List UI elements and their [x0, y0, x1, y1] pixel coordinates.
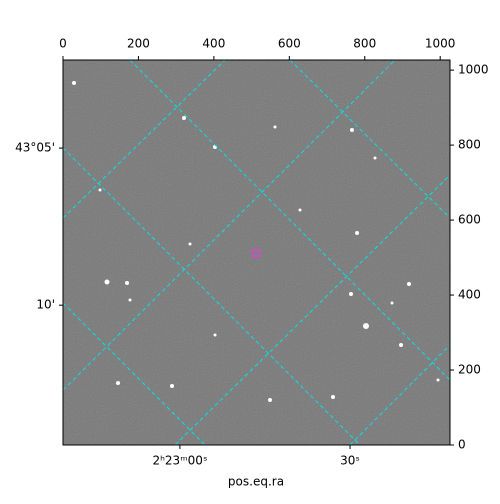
x-tick-label: 200 — [127, 37, 150, 51]
x-tick-label: 600 — [278, 37, 301, 51]
x-tick-label: 0 — [59, 37, 67, 51]
image — [63, 60, 450, 445]
target-marker — [251, 248, 261, 258]
x-tick-label: 1000 — [425, 37, 456, 51]
y-tick-label: 800 — [458, 138, 481, 152]
x-tick-label: 400 — [202, 37, 225, 51]
ra-tick-label: 30ˢ — [340, 454, 360, 468]
y-tick-label: 600 — [458, 213, 481, 227]
x-axis-label: pos.eq.ra — [228, 475, 284, 489]
axes-frame — [62, 59, 451, 446]
dec-tick-label: 43°05' — [15, 141, 55, 155]
y-tick-label: 0 — [458, 438, 466, 452]
coordinate-grid — [63, 60, 450, 445]
image-noise — [63, 60, 450, 445]
y-tick-label: 400 — [458, 288, 481, 302]
y-tick-label: 1000 — [458, 63, 489, 77]
dec-tick-label: 10' — [36, 298, 55, 312]
stars — [72, 81, 440, 402]
y-tick-label: 200 — [458, 363, 481, 377]
x-tick-label: 800 — [353, 37, 376, 51]
ra-tick-label: 2ʰ23ᵐ00ˢ — [152, 454, 207, 468]
